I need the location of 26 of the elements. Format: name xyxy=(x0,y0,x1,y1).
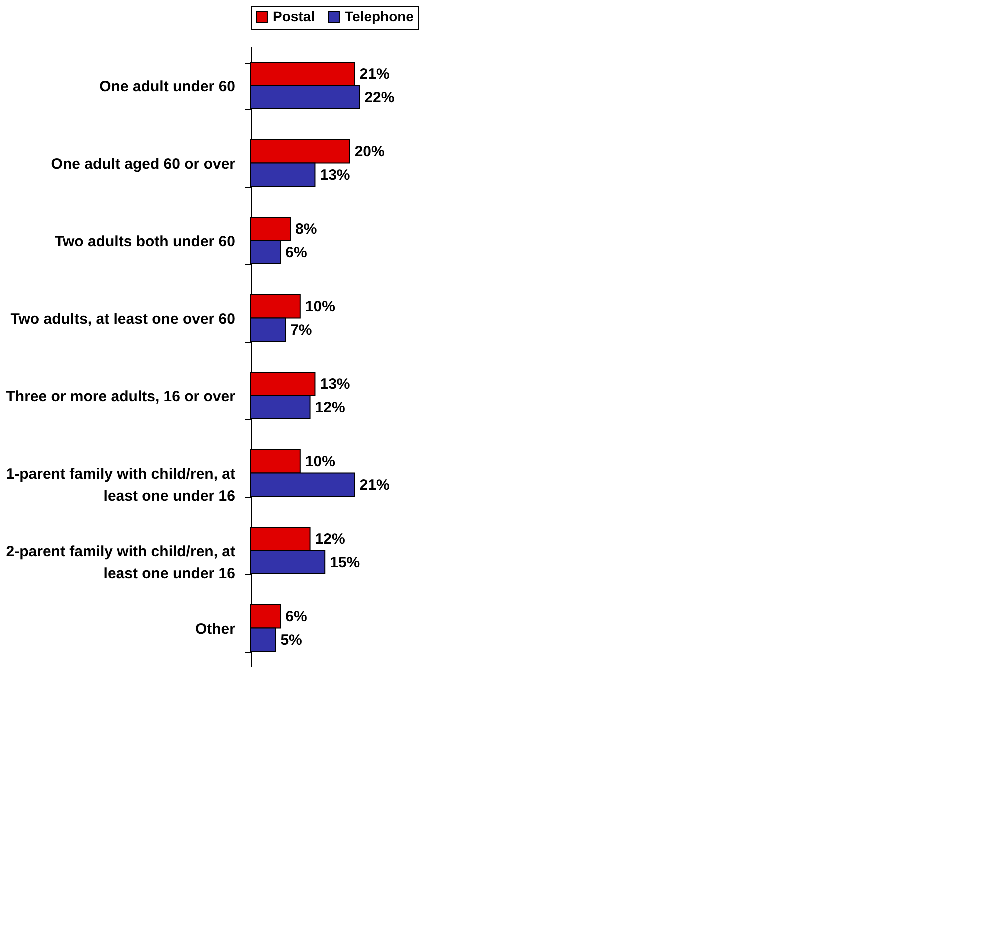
y-tick-label: 1-parent family with child/ren, at least one under 16 xyxy=(6,466,236,505)
y-tick-label: One adult under 60 xyxy=(100,78,236,96)
data-label: 20% xyxy=(354,144,385,161)
data-label: 21% xyxy=(360,66,390,84)
legend-label: Postal xyxy=(273,8,316,24)
data-label: 8% xyxy=(296,221,318,238)
data-label: 22% xyxy=(364,89,395,106)
data-label: 12% xyxy=(315,399,346,416)
legend-label: Telephone xyxy=(345,8,414,24)
data-label: 6% xyxy=(286,244,308,262)
data-label: 6% xyxy=(286,608,308,626)
data-label: 13% xyxy=(320,166,350,184)
data-label: 21% xyxy=(360,476,390,494)
y-tick-label: Two adults both under 60 xyxy=(54,233,236,250)
data-label: 13% xyxy=(320,376,350,394)
y-tick-label: 2-parent family with child/ren, at least one under 16 xyxy=(6,543,236,582)
data-label: 10% xyxy=(305,454,336,471)
y-tick-label: Other xyxy=(195,620,236,638)
data-label: 10% xyxy=(305,298,336,316)
y-tick-label: One adult aged 60 or over xyxy=(51,156,236,173)
data-label: 15% xyxy=(330,554,360,572)
data-label: 5% xyxy=(280,632,302,649)
y-tick-label: Two adults, at least one over 60 xyxy=(10,310,236,328)
data-label: 7% xyxy=(290,322,312,339)
data-label: 12% xyxy=(315,531,346,548)
y-tick-label: Three or more adults, 16 or over xyxy=(6,388,236,406)
